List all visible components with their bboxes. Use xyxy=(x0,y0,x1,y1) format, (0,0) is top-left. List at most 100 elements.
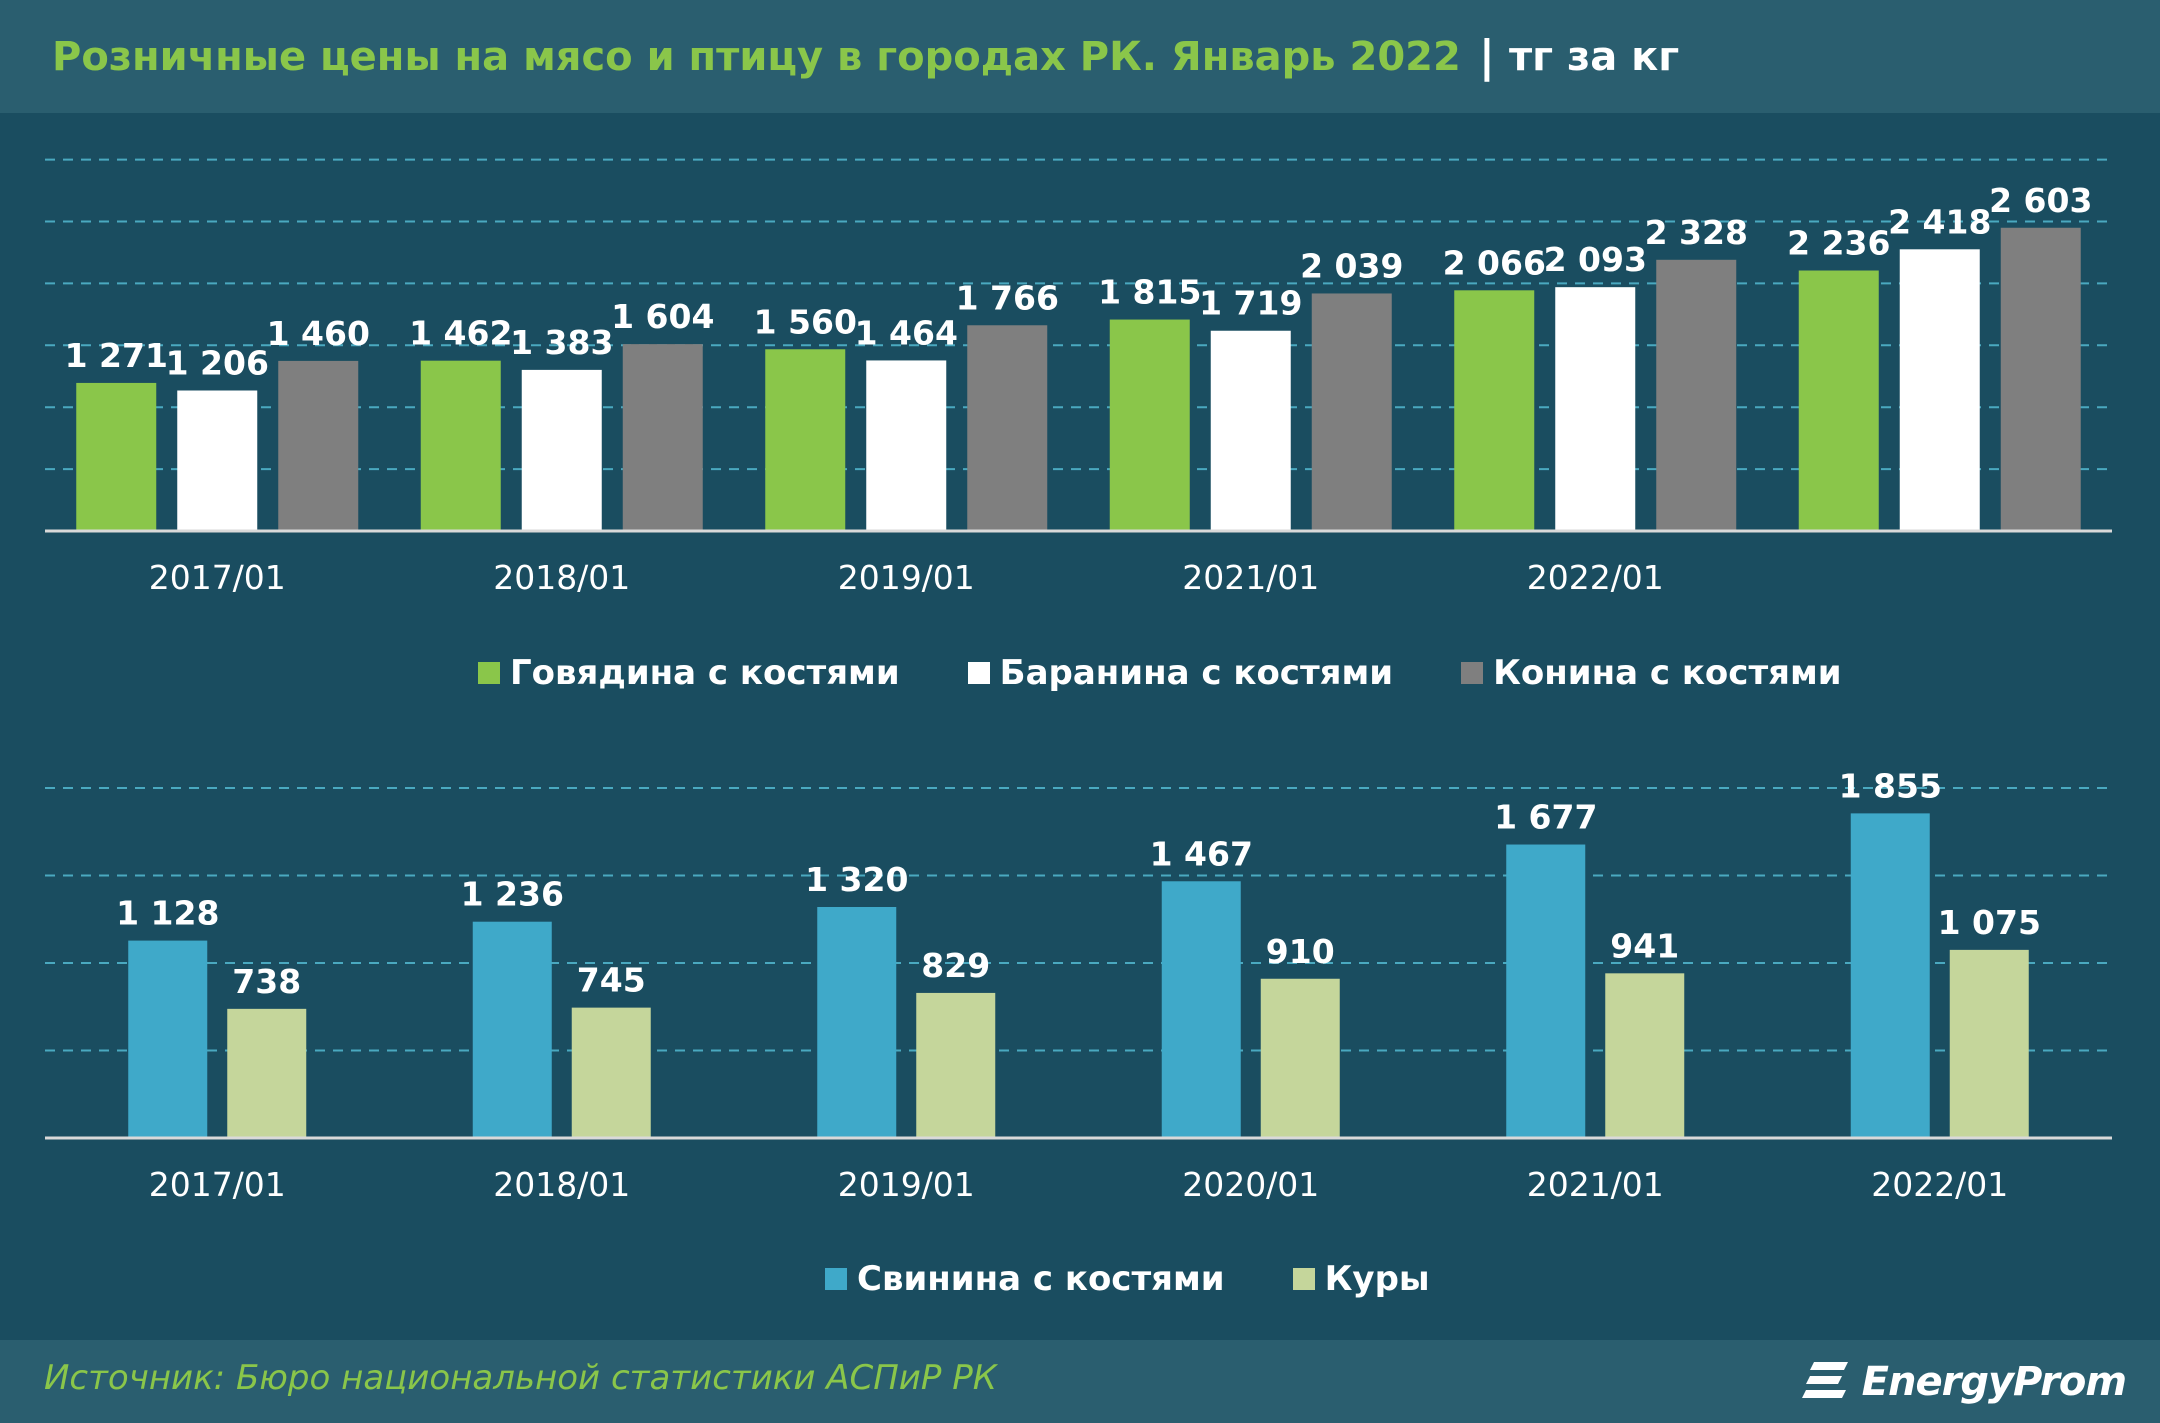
legend-item-lamb: Баранина с костями xyxy=(967,653,1394,693)
legend-item-horse: Конина с костями xyxy=(1461,653,1842,693)
poultry-category-label: 2021/01 xyxy=(1527,1165,1664,1204)
poultry-data-label: 1 075 xyxy=(1938,903,2041,942)
meat-data-label: 1 719 xyxy=(1199,284,1302,323)
legend-label-lamb: Баранина с костями xyxy=(999,653,1394,693)
poultry-bar xyxy=(817,907,897,1138)
poultry-data-label: 941 xyxy=(1610,926,1679,965)
poultry-category-label: 2017/01 xyxy=(149,1165,286,1204)
meat-data-label: 1 206 xyxy=(166,344,269,383)
poultry-bar xyxy=(1260,978,1340,1138)
poultry-bar xyxy=(1506,844,1586,1138)
poultry-data-label: 1 677 xyxy=(1494,798,1597,837)
meat-bar xyxy=(1311,293,1392,531)
footer-band: Источник: Бюро национальной статистики А… xyxy=(0,1340,2160,1423)
legend-swatch-lamb xyxy=(967,662,990,684)
meat-bar xyxy=(1656,259,1737,531)
meat-data-label: 1 462 xyxy=(409,314,512,353)
meat-bar xyxy=(278,360,359,531)
poultry-bar xyxy=(1605,973,1685,1138)
legend-meat: Говядина с костями Баранина с костями Ко… xyxy=(478,653,1842,693)
meat-category-label: 2018/01 xyxy=(493,558,630,597)
header-band: Розничные цены на мясо и птицу в городах… xyxy=(0,0,2160,113)
unit-label: тг за кг xyxy=(1508,33,1680,80)
poultry-category-label: 2018/01 xyxy=(493,1165,630,1204)
poultry-bar xyxy=(227,1008,307,1138)
poultry-category-label: 2019/01 xyxy=(838,1165,975,1204)
poultry-bar xyxy=(1850,813,1930,1138)
poultry-bar xyxy=(128,940,208,1138)
legend-pork-poultry: Свинина с костями Куры xyxy=(825,1259,1430,1299)
poultry-data-label: 738 xyxy=(232,962,301,1001)
meat-category-label: 2017/01 xyxy=(149,558,286,597)
title-separator: | xyxy=(1478,31,1495,82)
poultry-data-label: 910 xyxy=(1266,932,1335,971)
poultry-data-label: 1 320 xyxy=(805,860,908,899)
poultry-bar xyxy=(472,921,552,1138)
meat-bar xyxy=(1109,319,1190,531)
legend-label-chicken: Куры xyxy=(1324,1259,1430,1299)
meat-bar xyxy=(76,382,157,531)
meat-category-label: 2019/01 xyxy=(838,558,975,597)
legend-label-horse: Конина с костями xyxy=(1493,653,1842,693)
meat-data-label: 2 039 xyxy=(1300,246,1403,285)
meat-bar xyxy=(967,325,1048,531)
poultry-data-label: 1 128 xyxy=(116,894,219,933)
meat-bar xyxy=(765,349,846,531)
meat-data-label: 2 066 xyxy=(1443,243,1546,282)
poultry-data-label: 1 855 xyxy=(1839,766,1942,805)
meat-data-label: 1 560 xyxy=(754,302,857,341)
meat-data-label: 2 236 xyxy=(1787,224,1890,263)
legend-label-beef: Говядина с костями xyxy=(510,653,900,693)
meat-bar xyxy=(1210,330,1291,531)
legend-swatch-horse xyxy=(1461,662,1484,684)
meat-bar xyxy=(622,344,703,531)
meat-bar xyxy=(1899,249,1980,532)
meat-data-label: 1 464 xyxy=(855,313,958,352)
source-note: Источник: Бюро национальной статистики А… xyxy=(44,1358,997,1398)
meat-data-label: 1 271 xyxy=(65,336,168,375)
poultry-data-label: 1 467 xyxy=(1150,834,1253,873)
poultry-bar xyxy=(916,992,996,1138)
meat-bar xyxy=(1798,270,1879,531)
meat-data-label: 2 093 xyxy=(1544,240,1647,279)
poultry-data-label: 829 xyxy=(921,946,990,985)
chart-pork-poultry: 1 128 738 2017/01 1 236 745 2018/01 1 320 829 20… xyxy=(45,766,2112,1204)
legend-item-beef: Говядина с костями xyxy=(478,653,900,693)
poultry-bar xyxy=(571,1007,651,1138)
poultry-bar xyxy=(1161,881,1241,1138)
poultry-bar xyxy=(1949,949,2029,1138)
meat-data-label: 1 604 xyxy=(611,297,714,336)
meat-data-label: 2 603 xyxy=(1989,181,2092,220)
legend-swatch-beef xyxy=(478,662,500,684)
meat-data-label: 1 383 xyxy=(510,323,613,362)
meat-data-label: 1 766 xyxy=(956,278,1059,317)
meat-category-label: 2021/01 xyxy=(1182,558,1319,597)
legend-item-chicken: Куры xyxy=(1292,1259,1430,1299)
poultry-data-label: 1 236 xyxy=(461,875,564,914)
meat-data-label: 2 418 xyxy=(1888,202,1991,241)
meat-bar xyxy=(177,390,258,531)
meat-bar xyxy=(2000,227,2081,532)
meat-bar xyxy=(1555,287,1636,531)
meat-bar xyxy=(1454,290,1535,531)
logo-text: EnergyProm xyxy=(1861,1359,2127,1405)
legend-item-pork: Свинина с костями xyxy=(825,1259,1225,1299)
energyprom-logo: EnergyProm xyxy=(1801,1352,2127,1412)
meat-data-label: 1 815 xyxy=(1098,273,1201,312)
energyprom-logo-icon xyxy=(1801,1362,1848,1398)
meat-bar xyxy=(866,360,947,531)
legend-swatch-pork xyxy=(825,1268,847,1290)
meat-bar xyxy=(420,360,501,531)
meat-data-label: 2 328 xyxy=(1645,213,1748,252)
legend-label-pork: Свинина с костями xyxy=(857,1259,1225,1299)
meat-category-label: 2022/01 xyxy=(1527,558,1664,597)
poultry-category-label: 2022/01 xyxy=(1871,1165,2008,1204)
poultry-category-label: 2020/01 xyxy=(1182,1165,1319,1204)
chart-title: Розничные цены на мясо и птицу в городах… xyxy=(52,33,1461,80)
legend-swatch-chicken xyxy=(1292,1268,1315,1290)
meat-data-label: 1 460 xyxy=(267,314,370,353)
poultry-data-label: 745 xyxy=(577,961,646,1000)
meat-bar xyxy=(521,369,602,531)
